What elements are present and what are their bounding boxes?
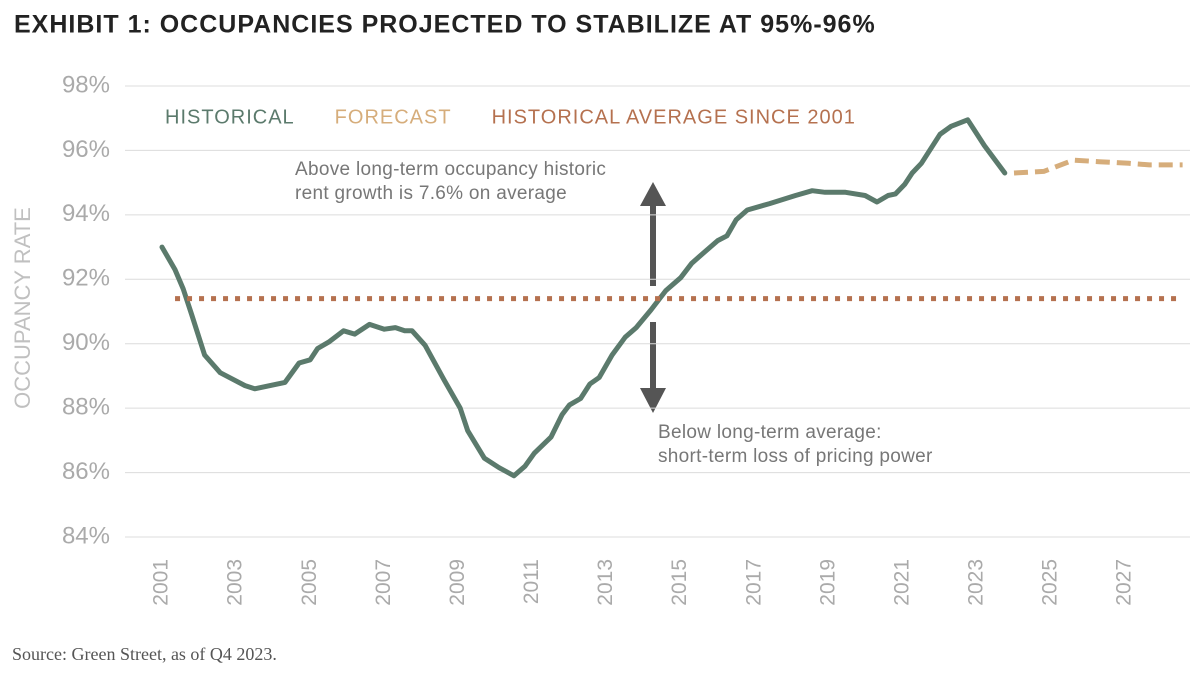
x-tick-label: 2019 xyxy=(816,559,839,606)
y-tick-label: 84% xyxy=(62,522,110,549)
y-tick-label: 98% xyxy=(62,71,110,98)
x-tick-label: 2027 xyxy=(1113,559,1136,606)
y-tick-label: 86% xyxy=(62,458,110,485)
arrow-down-head xyxy=(640,388,666,413)
x-tick-label: 2011 xyxy=(520,559,543,604)
y-tick-label: 96% xyxy=(62,136,110,163)
x-tick-label: 2003 xyxy=(224,559,247,606)
y-tick-label: 92% xyxy=(62,265,110,292)
y-tick-label: 90% xyxy=(62,329,110,356)
y-tick-label: 94% xyxy=(62,200,110,227)
arrow-up-head xyxy=(640,182,666,206)
x-tick-label: 2001 xyxy=(150,559,173,606)
x-tick-label: 2013 xyxy=(594,559,617,606)
annotation: Above long-term occupancy historic xyxy=(295,159,606,180)
legend-entry: HISTORICAL AVERAGE SINCE 2001 xyxy=(492,106,856,128)
annotation: rent growth is 7.6% on average xyxy=(295,183,567,204)
y-tick-label: 88% xyxy=(62,393,110,420)
legend-entry: HISTORICAL xyxy=(165,106,295,128)
x-tick-label: 2007 xyxy=(372,559,395,606)
x-tick-label: 2025 xyxy=(1039,559,1062,606)
series-line xyxy=(159,117,1008,479)
chart-title: EXHIBIT 1: OCCUPANCIES PROJECTED TO STAB… xyxy=(14,11,876,39)
x-tick-label: 2023 xyxy=(965,559,988,606)
y-axis-label: OCCUPANCY RATE xyxy=(10,207,35,409)
annotation: Below long-term average: xyxy=(658,422,882,443)
annotation: short-term loss of pricing power xyxy=(658,446,933,467)
x-tick-label: 2021 xyxy=(890,559,913,606)
series-line xyxy=(1013,157,1183,176)
legend-entry: FORECAST xyxy=(335,106,452,128)
x-tick-label: 2015 xyxy=(668,559,691,606)
source-note: Source: Green Street, as of Q4 2023. xyxy=(12,644,277,664)
arrows xyxy=(640,182,666,413)
x-tick-label: 2005 xyxy=(298,559,321,606)
x-tick-label: 2017 xyxy=(742,559,765,606)
x-tick-label: 2009 xyxy=(446,559,469,606)
